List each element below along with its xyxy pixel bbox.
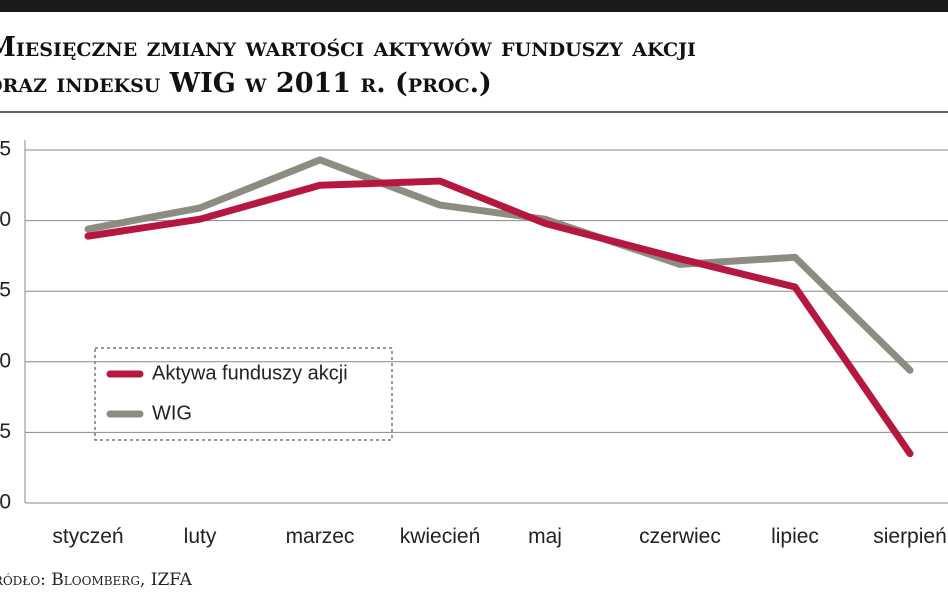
x-tick-label: luty <box>184 525 217 548</box>
y-tick-label: -20 <box>0 491 11 514</box>
x-tick-label: kwiecień <box>400 525 481 548</box>
chart-title: Miesięczne zmiany wartości aktywów fundu… <box>0 32 696 63</box>
data-line <box>84 177 914 458</box>
y-tick-label: -10 <box>0 349 11 372</box>
x-tick-label: lipiec <box>771 525 819 548</box>
y-tick-label: 5 <box>0 138 11 161</box>
y-tick-label: -15 <box>0 420 11 443</box>
data-line <box>84 156 914 374</box>
x-tick-label: sierpień <box>873 525 947 548</box>
x-tick-label: maj <box>528 525 562 548</box>
legend-label: Aktywa funduszy akcji <box>152 362 348 384</box>
x-tick-label: marzec <box>286 525 355 548</box>
legend-label: WIG <box>152 402 192 424</box>
x-tick-label: styczeń <box>52 525 123 548</box>
legend-box <box>94 347 393 441</box>
top-bar <box>0 0 948 12</box>
chart-title: oraz indeksu WIG w 2011 r. (proc.) <box>0 68 492 99</box>
x-tick-label: czerwiec <box>639 525 721 548</box>
y-tick-label: -5 <box>0 279 11 302</box>
y-tick-label: 0 <box>0 208 11 231</box>
source: Źródło: Bloomberg, IZFA <box>0 569 193 590</box>
